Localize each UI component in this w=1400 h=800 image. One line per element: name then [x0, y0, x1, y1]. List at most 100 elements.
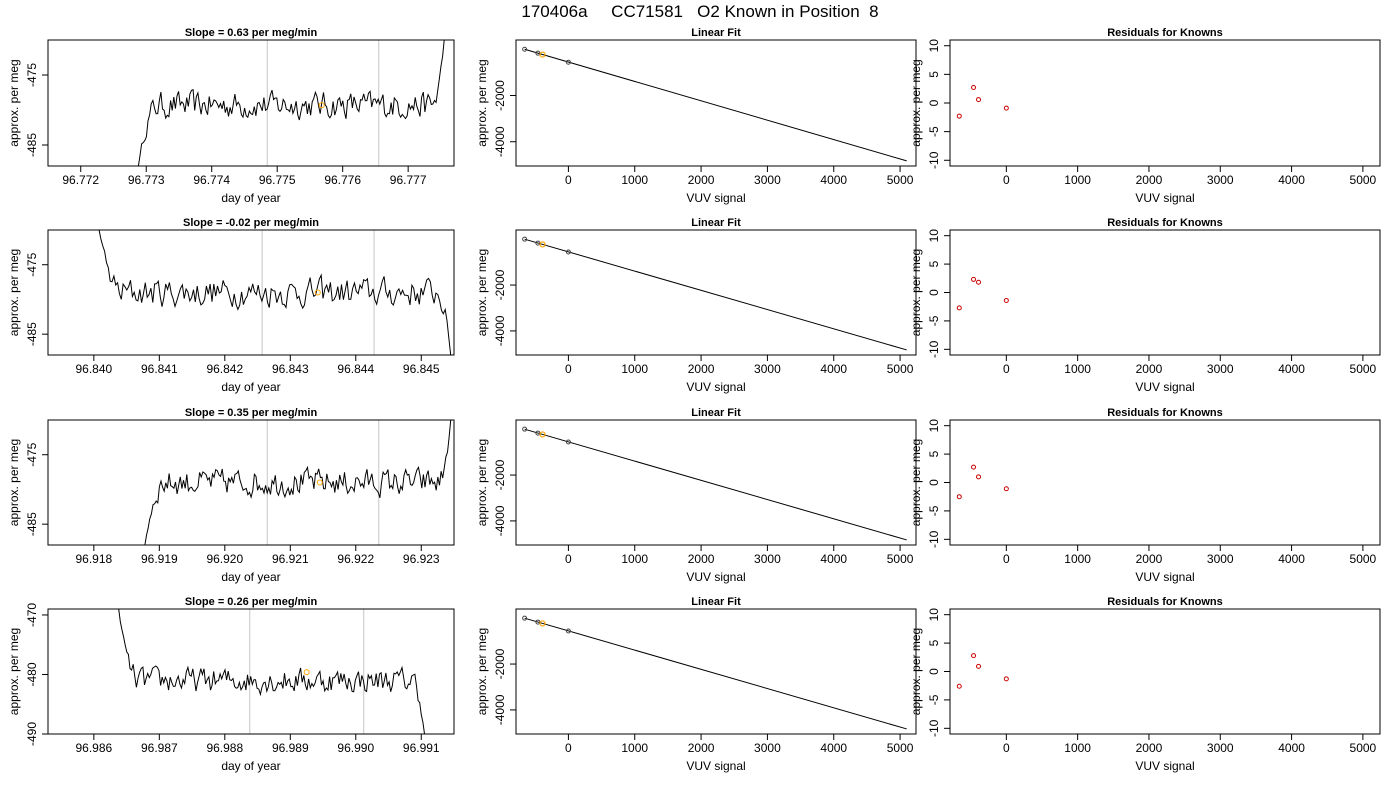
x-tick-label: 96.988 [206, 741, 243, 755]
y-tick-label: 10 [927, 39, 941, 53]
plot-frame [515, 608, 917, 735]
x-tick-label: 1000 [621, 741, 648, 755]
x-tick-label: 0 [565, 741, 572, 755]
panel-title: Linear Fit [691, 596, 741, 608]
plot-area [137, 40, 445, 166]
x-tick-label: 96.990 [337, 741, 374, 755]
page-title: 170406a CC71581 O2 Known in Position 8 [521, 2, 879, 21]
x-axis-label: day of year [221, 191, 280, 205]
plot-frame [515, 229, 917, 356]
panel-row3-residuals: Residuals for Knowns VUV signal approx. pe… [909, 407, 1381, 584]
y-axis-label: approx. per meg [7, 249, 21, 336]
panel-title: Slope = 0.63 per meg/min [185, 27, 318, 39]
plot-frame [47, 419, 455, 546]
x-tick-label: 5000 [887, 173, 914, 187]
y-axis-label: approx. per meg [909, 628, 923, 715]
fit-point [565, 59, 571, 65]
y-tick-label: -5 [927, 505, 941, 516]
residual-point [1003, 676, 1009, 682]
x-axis-label: VUV signal [686, 380, 745, 394]
plot-frame [949, 229, 1381, 356]
x-tick-label: 96.773 [128, 173, 165, 187]
x-tick-label: 0 [1003, 552, 1010, 566]
y-tick-label: 5 [927, 71, 941, 78]
x-tick-label: 2000 [1136, 173, 1163, 187]
x-tick-label: 3000 [754, 552, 781, 566]
y-tick-label: -10 [927, 719, 941, 737]
x-tick-label: 3000 [754, 173, 781, 187]
x-axis-label: day of year [221, 759, 280, 773]
y-tick-label: 5 [927, 260, 941, 267]
y-tick-label: -5 [927, 315, 941, 326]
x-tick-label: 5000 [1350, 552, 1377, 566]
x-tick-label: 96.921 [272, 552, 309, 566]
x-tick-label: 2000 [688, 741, 715, 755]
plot-area [118, 609, 425, 734]
residual-point [976, 663, 982, 669]
y-tick-label: -10 [927, 151, 941, 169]
y-tick-label: -2000 [493, 459, 507, 490]
x-tick-label: 3000 [754, 362, 781, 376]
y-tick-label: -485 [25, 512, 39, 536]
plot-area [522, 46, 907, 162]
panel-row2-residuals: Residuals for Knowns VUV signal approx. pe… [909, 217, 1381, 394]
y-tick-label: -5 [927, 694, 941, 705]
x-tick-label: 96.840 [75, 362, 112, 376]
x-axis-label: VUV signal [1135, 570, 1194, 584]
plot-frame [47, 229, 455, 356]
x-axis-label: day of year [221, 380, 280, 394]
y-tick-label: 5 [927, 639, 941, 646]
plot-area [956, 85, 1009, 119]
x-tick-label: 1000 [621, 362, 648, 376]
highlight-point [318, 102, 325, 109]
plot-area [522, 615, 907, 730]
x-tick-label: 3000 [1207, 741, 1234, 755]
x-tick-label: 96.845 [403, 362, 440, 376]
x-tick-label: 5000 [887, 362, 914, 376]
x-tick-label: 96.775 [259, 173, 296, 187]
residual-point [976, 97, 982, 103]
x-tick-label: 96.986 [75, 741, 112, 755]
plot-frame [949, 419, 1381, 546]
y-axis-label: approx. per meg [909, 439, 923, 526]
x-axis-label: VUV signal [1135, 759, 1194, 773]
x-tick-label: 4000 [1278, 741, 1305, 755]
x-tick-label: 3000 [1207, 552, 1234, 566]
y-axis-label: approx. per meg [475, 59, 489, 146]
x-tick-label: 5000 [1350, 741, 1377, 755]
x-tick-label: 4000 [820, 741, 847, 755]
highlight-point [539, 241, 546, 248]
x-tick-label: 1000 [1064, 552, 1091, 566]
x-tick-label: 4000 [820, 173, 847, 187]
signal-trace [144, 420, 452, 545]
panel-title: Residuals for Knowns [1107, 407, 1223, 419]
y-tick-label: -470 [25, 603, 39, 627]
panel-row2-fit: Linear Fit VUV signal approx. per meg 0 1000… [475, 217, 917, 394]
signal-trace [98, 230, 452, 355]
signal-trace [137, 40, 445, 166]
x-tick-label: 5000 [887, 552, 914, 566]
y-axis-label: approx. per meg [7, 628, 21, 715]
y-axis-label: approx. per meg [909, 249, 923, 336]
plot-area [522, 236, 907, 351]
y-tick-label: -4000 [493, 694, 507, 725]
plot-frame [515, 419, 917, 546]
plot-area [522, 426, 907, 541]
x-tick-label: 3000 [1207, 173, 1234, 187]
x-tick-label: 2000 [688, 173, 715, 187]
panel-row1-residuals: Residuals for Knowns VUV signal approx. pe… [909, 27, 1381, 205]
panel-title: Residuals for Knowns [1107, 596, 1223, 608]
y-tick-label: -2000 [493, 269, 507, 300]
plot-frame [949, 39, 1381, 167]
x-axis-label: VUV signal [1135, 380, 1194, 394]
fit-point [522, 615, 528, 621]
x-tick-label: 5000 [1350, 362, 1377, 376]
x-axis-label: VUV signal [686, 759, 745, 773]
x-tick-label: 0 [1003, 741, 1010, 755]
residual-point [956, 494, 962, 500]
panel-row2-trace: Slope = -0.02 per meg/min day of year appr… [7, 217, 455, 394]
y-tick-label: 10 [927, 229, 941, 243]
y-axis-label: approx. per meg [475, 249, 489, 336]
panel-row3-trace: Slope = 0.35 per meg/min day of year appro… [7, 407, 455, 584]
residual-point [971, 276, 977, 282]
